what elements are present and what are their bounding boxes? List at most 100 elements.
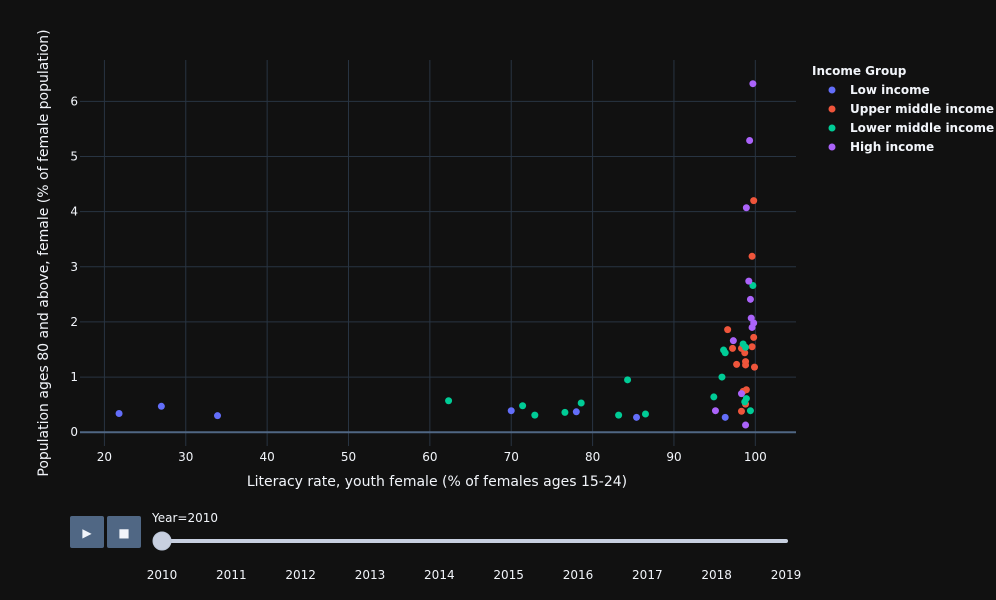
legend-item[interactable]: Upper middle income (828, 102, 995, 116)
x-gridlines (103, 60, 756, 446)
data-point[interactable] (572, 408, 580, 416)
y-axis-ticks: 0 1 2 3 4 5 6 (70, 94, 78, 439)
data-point[interactable] (741, 398, 749, 406)
x-tick-label: 60 (422, 450, 437, 464)
legend-label: Upper middle income (850, 102, 994, 116)
legend-label: High income (850, 140, 934, 154)
data-point[interactable] (741, 349, 749, 357)
data-point[interactable] (718, 373, 726, 381)
slider-track[interactable] (158, 539, 788, 543)
data-point[interactable] (729, 344, 737, 352)
legend-marker (828, 86, 836, 94)
legend-items: Low income Upper middle income Lower middl… (828, 83, 995, 154)
slider-year-label[interactable]: 2012 (285, 568, 316, 582)
data-point[interactable] (749, 282, 757, 290)
slider-current-value: Year=2010 (151, 511, 218, 525)
slider-year-label[interactable]: 2011 (216, 568, 247, 582)
legend-label: Lower middle income (850, 121, 994, 135)
x-axis-title: Literacy rate, youth female (% of female… (247, 474, 627, 490)
slider-year-label[interactable]: 2013 (355, 568, 386, 582)
data-point[interactable] (751, 363, 759, 371)
data-point[interactable] (746, 295, 754, 303)
slider-year-label[interactable]: 2014 (424, 568, 455, 582)
y-tick-label: 3 (70, 260, 78, 274)
y-tick-label: 4 (70, 205, 78, 219)
data-point[interactable] (519, 402, 527, 410)
data-point[interactable] (531, 411, 539, 419)
data-point[interactable] (724, 326, 732, 334)
data-point[interactable] (157, 402, 165, 410)
series-lower-middle-income (445, 282, 757, 419)
data-point[interactable] (721, 349, 729, 357)
data-point[interactable] (615, 411, 623, 419)
data-point[interactable] (748, 323, 756, 331)
scatter-markers (115, 80, 759, 429)
stop-button-bg (107, 516, 141, 548)
slider-year-label[interactable]: 2010 (147, 568, 178, 582)
data-point[interactable] (633, 413, 641, 421)
data-point[interactable] (742, 421, 750, 429)
x-tick-label: 70 (504, 450, 519, 464)
data-point[interactable] (624, 376, 632, 384)
data-point[interactable] (214, 412, 222, 420)
legend-item[interactable]: Lower middle income (828, 121, 995, 135)
slider-year-label[interactable]: 2017 (632, 568, 663, 582)
legend-marker (828, 105, 836, 113)
x-tick-label: 20 (97, 450, 112, 464)
data-point[interactable] (445, 397, 453, 405)
data-point[interactable] (729, 337, 737, 345)
slider-handle[interactable] (152, 531, 172, 551)
slider-year-label[interactable]: 2019 (771, 568, 802, 582)
data-point[interactable] (737, 407, 745, 415)
data-point[interactable] (742, 204, 750, 212)
stop-icon: ■ (118, 526, 129, 540)
data-point[interactable] (711, 407, 719, 415)
y-tick-label: 1 (70, 370, 78, 384)
data-point[interactable] (742, 343, 750, 351)
series-high-income (711, 80, 758, 429)
slider-year-label[interactable]: 2016 (563, 568, 594, 582)
legend-marker (828, 143, 836, 151)
slider-year-label[interactable]: 2015 (493, 568, 524, 582)
stop-button[interactable]: ■ (107, 516, 141, 548)
plot-area (80, 60, 796, 446)
legend-item[interactable]: Low income (828, 83, 930, 97)
data-point[interactable] (721, 413, 729, 421)
data-point[interactable] (641, 410, 649, 418)
x-tick-label: 80 (585, 450, 600, 464)
data-point[interactable] (561, 408, 569, 416)
data-point[interactable] (746, 137, 754, 145)
data-point[interactable] (507, 407, 515, 415)
data-point[interactable] (748, 252, 756, 260)
data-point[interactable] (710, 393, 718, 401)
data-point[interactable] (577, 399, 585, 407)
x-tick-label: 90 (666, 450, 681, 464)
data-point[interactable] (745, 277, 753, 285)
data-point[interactable] (737, 390, 745, 398)
y-gridlines (80, 100, 796, 434)
data-point[interactable] (750, 333, 758, 341)
data-point[interactable] (748, 343, 756, 351)
y-axis-title: Population ages 80 and above, female (% … (36, 29, 52, 476)
y-tick-label: 2 (70, 315, 78, 329)
legend: Income Group Low income Upper middle inco… (812, 64, 994, 154)
x-axis-ticks: 20 30 40 50 60 70 80 90 100 (97, 450, 767, 464)
legend-item[interactable]: High income (828, 140, 935, 154)
x-tick-label: 30 (178, 450, 193, 464)
data-point[interactable] (749, 80, 757, 88)
x-tick-label: 40 (259, 450, 274, 464)
play-icon: ▶ (82, 526, 92, 540)
data-point[interactable] (742, 358, 750, 366)
y-tick-label: 6 (70, 94, 78, 108)
play-button[interactable]: ▶ (70, 516, 104, 548)
data-point[interactable] (115, 409, 123, 417)
x-tick-label: 100 (744, 450, 767, 464)
data-point[interactable] (750, 197, 758, 205)
play-button-bg (70, 516, 104, 548)
legend-marker (828, 124, 836, 132)
y-tick-label: 0 (70, 425, 78, 439)
slider-year-label[interactable]: 2018 (701, 568, 732, 582)
data-point[interactable] (733, 360, 741, 368)
data-point[interactable] (746, 407, 754, 415)
